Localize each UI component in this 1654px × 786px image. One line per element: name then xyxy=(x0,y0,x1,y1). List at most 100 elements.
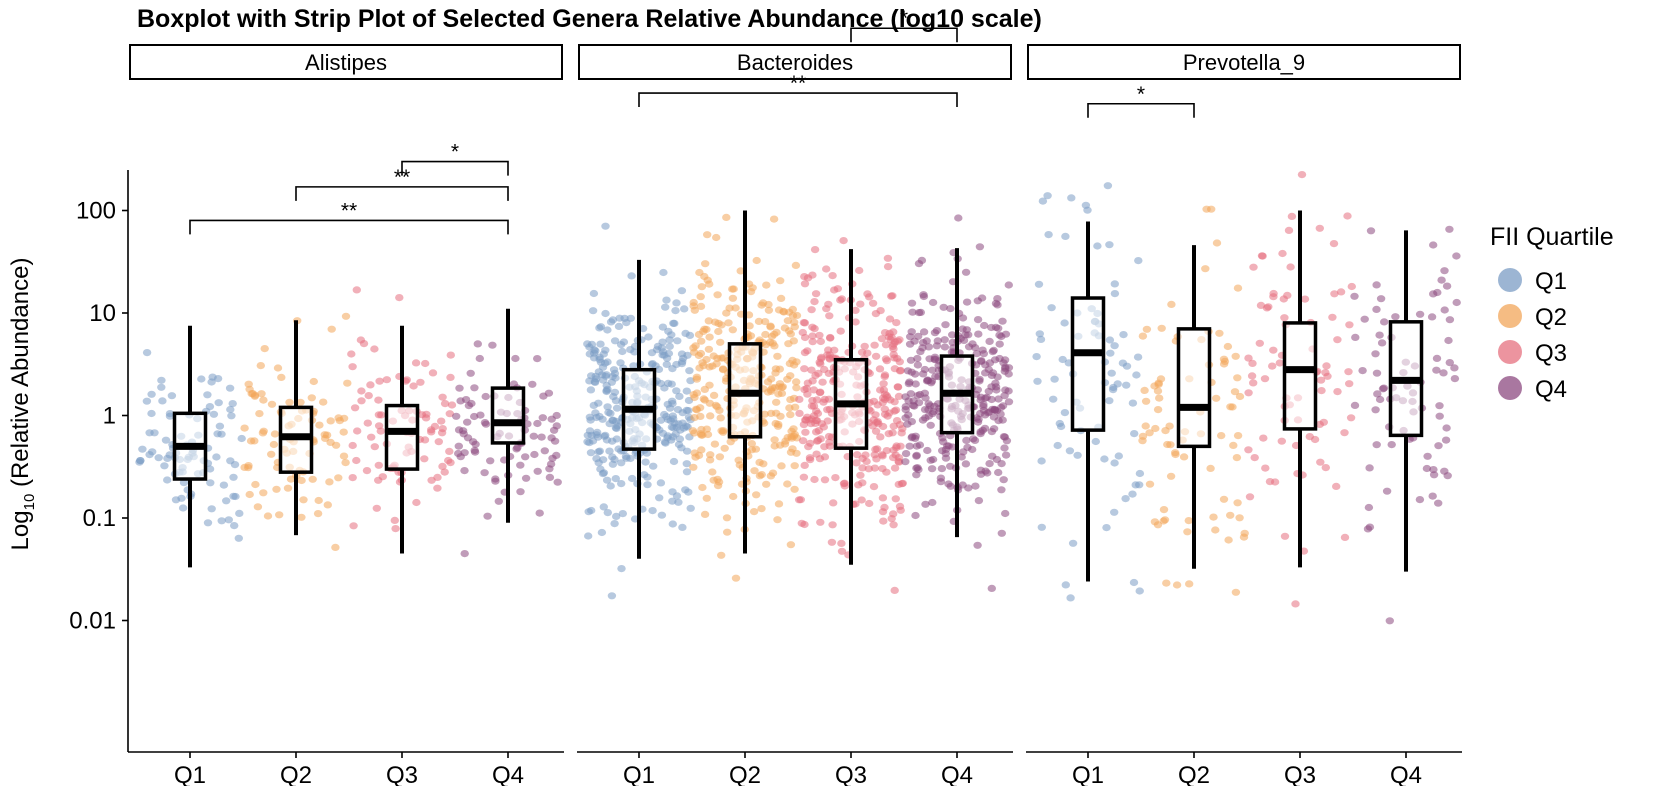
data-point xyxy=(585,413,595,421)
data-point xyxy=(1183,528,1192,536)
data-point xyxy=(1429,290,1438,298)
data-point xyxy=(323,501,332,509)
data-point xyxy=(1122,381,1131,389)
data-point xyxy=(980,321,989,330)
data-point xyxy=(1432,354,1442,362)
y-axis-label-main: Log xyxy=(7,510,34,550)
data-point xyxy=(1114,452,1124,460)
data-point xyxy=(1345,321,1354,329)
data-point xyxy=(610,369,620,377)
data-point xyxy=(1135,587,1144,595)
data-point xyxy=(709,391,719,399)
data-point xyxy=(1132,371,1141,379)
significance-bracket: * xyxy=(850,7,958,43)
data-point xyxy=(922,337,931,345)
data-point xyxy=(147,409,156,418)
data-point xyxy=(614,322,624,330)
data-point xyxy=(1249,263,1258,271)
data-point xyxy=(800,349,810,357)
y-tick-label: 10 xyxy=(89,300,116,327)
data-point xyxy=(1138,332,1148,340)
data-point xyxy=(790,318,799,326)
data-point xyxy=(1184,517,1194,525)
data-point xyxy=(412,498,421,507)
data-point xyxy=(909,397,918,405)
data-point xyxy=(267,400,277,408)
data-point xyxy=(807,306,816,314)
data-point xyxy=(1119,331,1128,339)
data-point xyxy=(1110,459,1119,467)
data-point xyxy=(889,345,898,353)
data-point xyxy=(684,488,693,496)
data-point xyxy=(972,350,981,358)
data-point xyxy=(1422,464,1432,473)
data-point xyxy=(723,528,732,536)
data-point xyxy=(611,475,620,483)
data-point xyxy=(1226,511,1235,519)
data-point xyxy=(213,430,222,438)
data-point xyxy=(800,365,809,373)
data-point xyxy=(1050,375,1059,383)
data-point xyxy=(334,414,343,422)
legend-swatch xyxy=(1498,376,1522,400)
data-point xyxy=(813,409,823,418)
data-point xyxy=(473,340,482,348)
data-point xyxy=(138,445,147,453)
y-tick-label: 1 xyxy=(103,403,116,430)
data-point xyxy=(240,424,249,432)
data-point xyxy=(1093,242,1102,250)
data-point xyxy=(691,342,700,350)
data-point xyxy=(428,369,438,377)
data-point xyxy=(785,404,794,412)
data-point xyxy=(937,465,947,473)
data-point xyxy=(1133,353,1143,361)
data-point xyxy=(1107,369,1116,377)
data-point xyxy=(997,460,1006,468)
data-point xyxy=(1245,493,1255,501)
data-point xyxy=(672,387,681,395)
data-point xyxy=(664,379,673,387)
data-point xyxy=(928,366,937,374)
data-point xyxy=(1049,395,1058,403)
data-point xyxy=(805,454,815,462)
significance-label: ** xyxy=(394,166,410,189)
data-point xyxy=(367,433,376,441)
data-point xyxy=(511,354,520,363)
data-point xyxy=(1201,265,1210,273)
data-point xyxy=(586,386,596,394)
data-point xyxy=(596,323,606,331)
data-point xyxy=(820,453,830,461)
data-point xyxy=(1445,225,1454,233)
data-point xyxy=(1223,342,1233,351)
data-point xyxy=(1233,499,1242,507)
data-point xyxy=(1358,367,1367,375)
data-point xyxy=(893,383,903,391)
data-point xyxy=(682,387,691,395)
data-point xyxy=(1387,441,1396,449)
data-point xyxy=(696,430,706,438)
data-point xyxy=(880,390,890,398)
data-point xyxy=(928,410,937,418)
data-point xyxy=(810,246,820,254)
data-point xyxy=(658,429,668,437)
data-point xyxy=(655,494,664,502)
data-point xyxy=(837,547,847,555)
data-point xyxy=(858,464,867,472)
data-point xyxy=(988,348,997,356)
data-point xyxy=(433,473,442,481)
data-point xyxy=(217,517,226,525)
data-point xyxy=(603,326,612,334)
y-axis-label-subscript: 10 xyxy=(21,494,38,511)
data-point xyxy=(661,439,670,447)
data-point xyxy=(668,433,678,441)
data-point xyxy=(258,429,268,437)
data-point xyxy=(259,489,268,497)
data-point xyxy=(901,406,910,414)
data-point xyxy=(907,328,916,336)
data-point xyxy=(698,483,707,492)
data-point xyxy=(491,475,500,483)
data-point xyxy=(815,331,824,339)
data-point xyxy=(913,354,922,363)
